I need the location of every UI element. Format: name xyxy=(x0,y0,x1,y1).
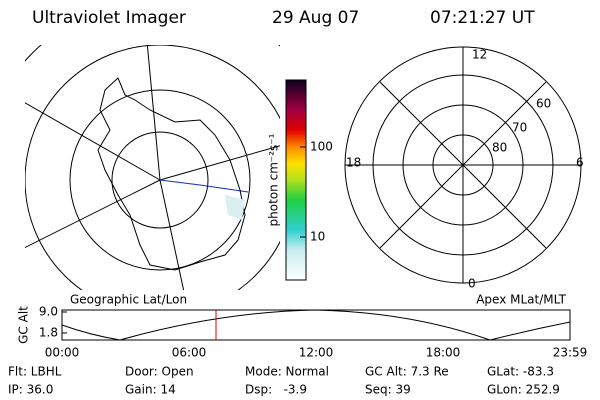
status-field: Dsp: -3.9 xyxy=(245,383,307,397)
lat-label: 70 xyxy=(512,121,527,135)
status-field: GLat: -83.3 xyxy=(487,365,554,379)
alt-ylabel: GC Alt xyxy=(17,306,31,344)
polar-grid xyxy=(344,46,582,284)
alt-ytick: 1.8 xyxy=(39,326,58,340)
alt-ytick: 9.0 xyxy=(39,305,58,319)
mlt-label: 18 xyxy=(346,156,361,170)
colorbar-label: photon cm⁻²s⁻¹ xyxy=(267,133,281,226)
mlt-label: 12 xyxy=(472,48,487,62)
alt-xtick: 00:00 xyxy=(45,346,80,360)
status-field: Gain: 14 xyxy=(125,383,176,397)
alt-xtick: 12:00 xyxy=(299,346,334,360)
status-field: Seq: 39 xyxy=(365,383,411,397)
lat-label: 80 xyxy=(492,141,507,155)
status-field: Door: Open xyxy=(125,365,194,379)
status-field: Flt: LBHL xyxy=(8,365,62,379)
map-label: Geographic Lat/Lon xyxy=(70,293,187,307)
title: Ultraviolet Imager xyxy=(32,8,186,28)
status-field: Mode: Normal xyxy=(245,365,329,379)
colorbar-tick: 10 xyxy=(310,230,325,244)
status-field: GLon: 252.9 xyxy=(487,383,560,397)
colorbar xyxy=(285,79,307,281)
alt-xtick: 18:00 xyxy=(426,346,461,360)
status-field: GC Alt: 7.3 Re xyxy=(365,365,449,379)
lat-label: 60 xyxy=(536,97,551,111)
polar-label: Apex MLat/MLT xyxy=(476,293,566,307)
time: 07:21:27 UT xyxy=(430,8,535,28)
mlt-label: 6 xyxy=(576,156,584,170)
alt-xtick: 06:00 xyxy=(172,346,207,360)
date: 29 Aug 07 xyxy=(272,8,359,28)
mlt-label: 0 xyxy=(468,277,476,291)
alt-xtick: 23:59 xyxy=(553,346,588,360)
geographic-map xyxy=(25,45,280,290)
status-field: IP: 36.0 xyxy=(8,383,53,397)
colorbar-tick: 100 xyxy=(310,140,333,154)
altitude-plot xyxy=(61,309,571,341)
